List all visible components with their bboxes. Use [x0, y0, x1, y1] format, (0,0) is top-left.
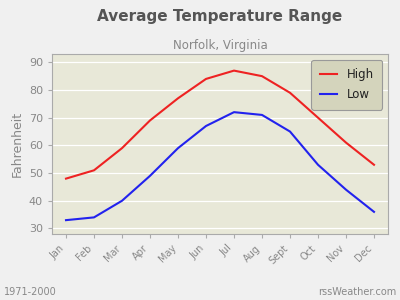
Low [260, 113, 264, 117]
Low [120, 199, 124, 202]
High [316, 116, 320, 119]
High [176, 97, 180, 100]
Low [64, 218, 68, 222]
High [372, 163, 376, 166]
High [344, 141, 348, 144]
Low [92, 216, 96, 219]
Low [344, 188, 348, 191]
High [260, 74, 264, 78]
High [92, 169, 96, 172]
High [232, 69, 236, 72]
Low [232, 110, 236, 114]
Low [372, 210, 376, 214]
Low [204, 124, 208, 128]
Low [176, 146, 180, 150]
Y-axis label: Fahrenheit: Fahrenheit [10, 111, 23, 177]
Text: Norfolk, Virginia: Norfolk, Virginia [173, 39, 267, 52]
High [148, 119, 152, 122]
Low [148, 174, 152, 178]
Text: 1971-2000: 1971-2000 [4, 287, 57, 297]
High [120, 146, 124, 150]
Text: Average Temperature Range: Average Temperature Range [97, 9, 343, 24]
Line: Low: Low [66, 112, 374, 220]
Text: rssWeather.com: rssWeather.com [318, 287, 396, 297]
Low [288, 130, 292, 133]
Legend: High, Low: High, Low [311, 60, 382, 110]
High [204, 77, 208, 81]
High [64, 177, 68, 180]
Line: High: High [66, 70, 374, 178]
High [288, 91, 292, 94]
Low [316, 163, 320, 166]
